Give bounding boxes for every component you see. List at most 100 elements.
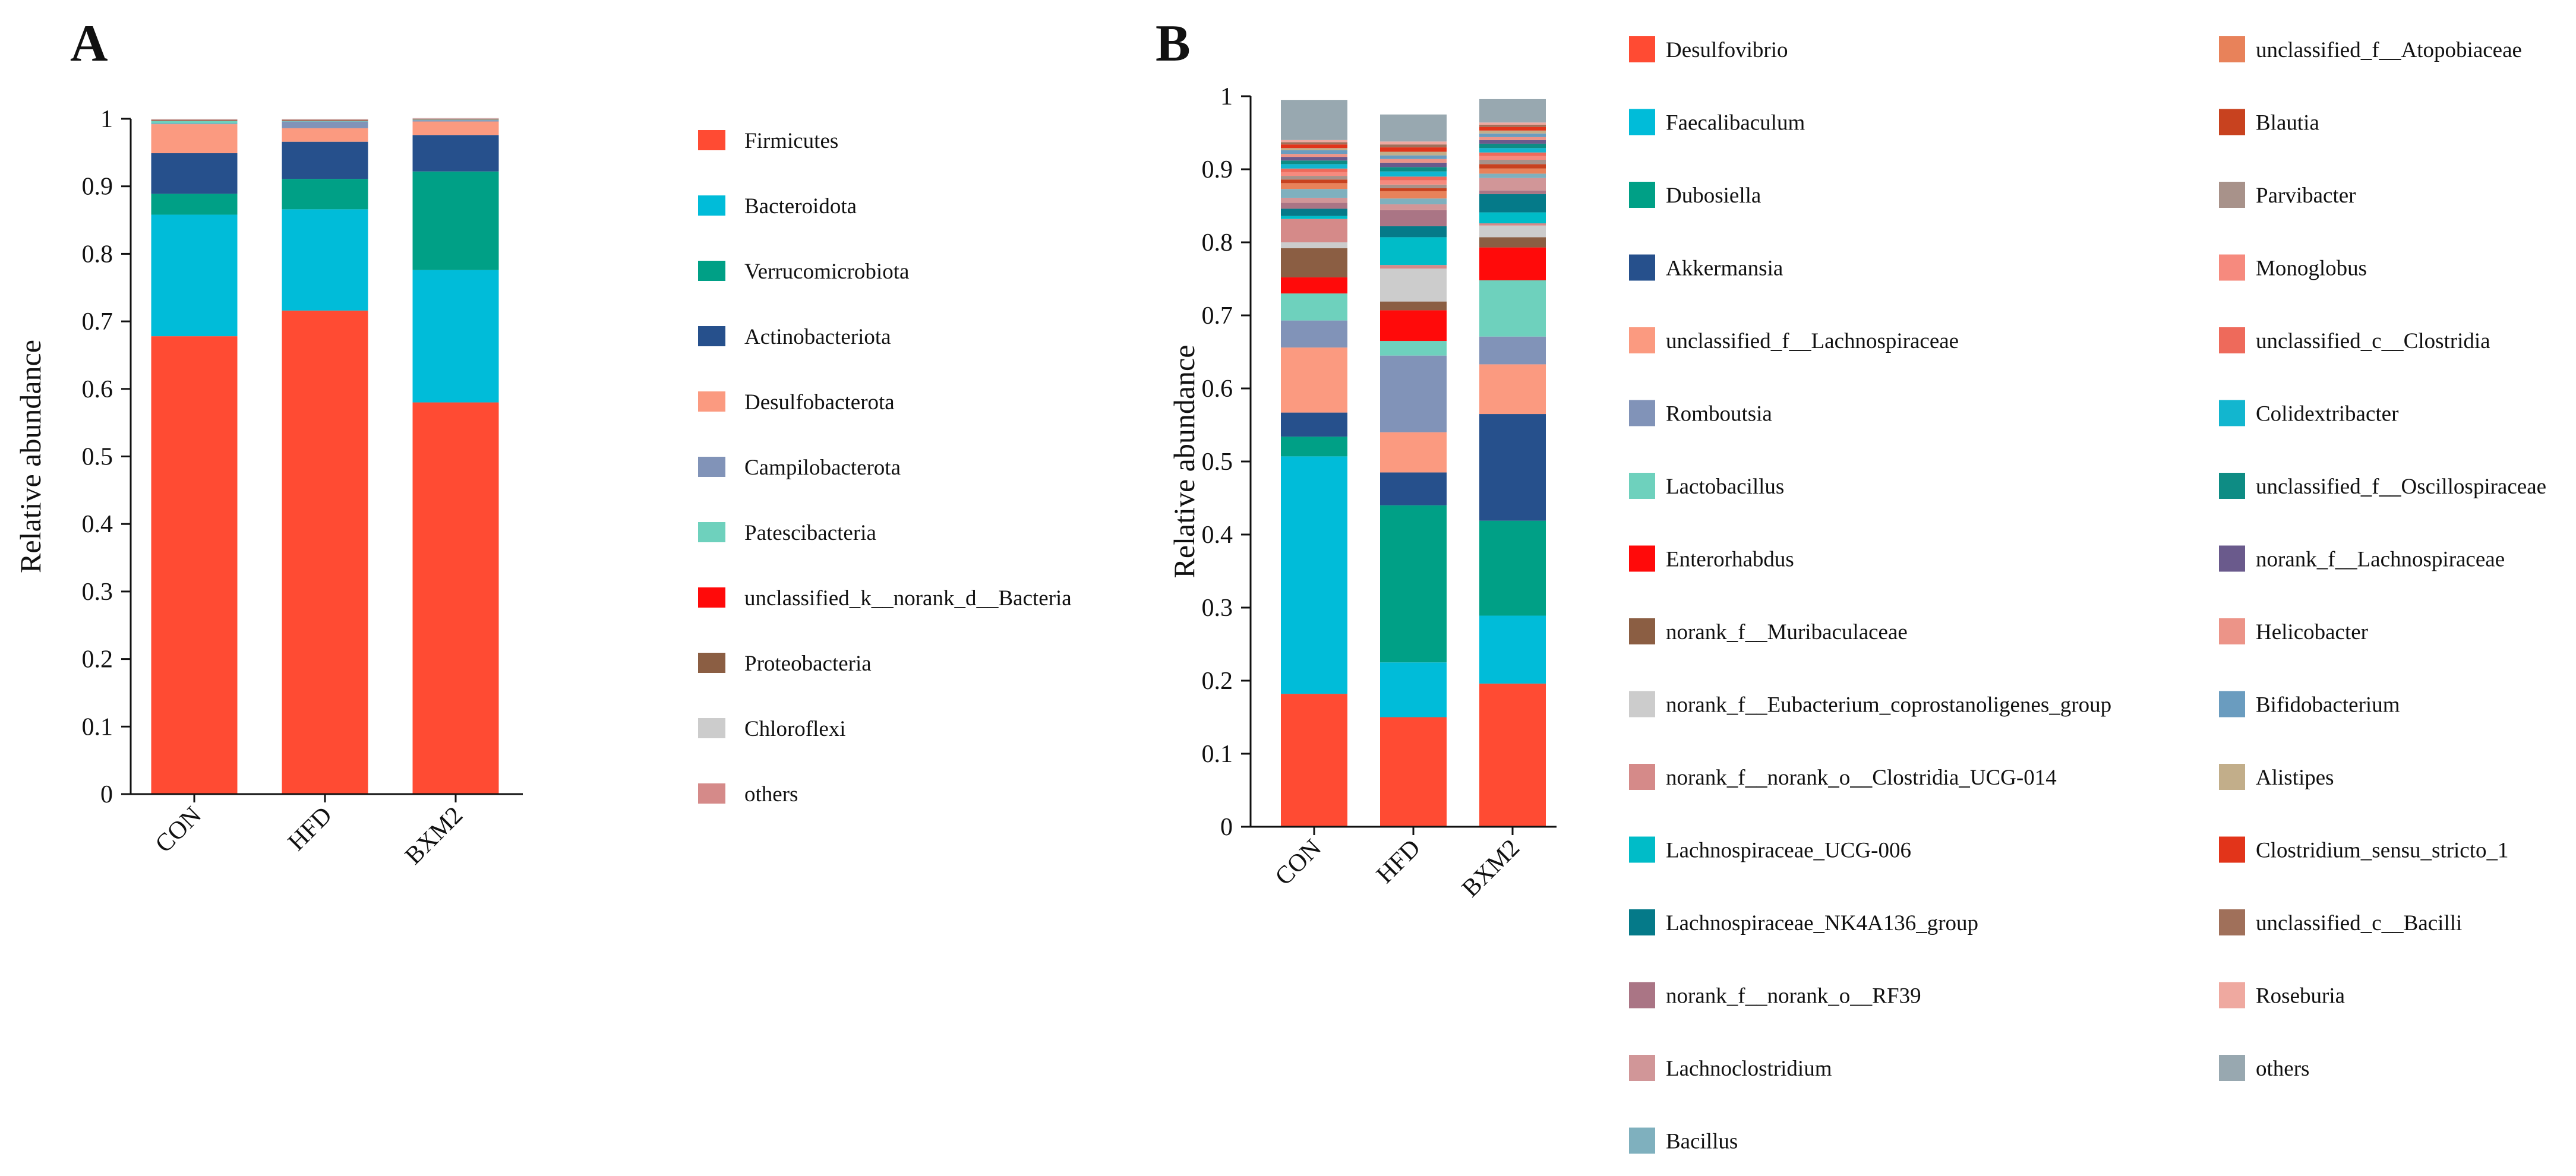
legend-swatch [1629, 545, 1655, 572]
legend-item-b-desulfovibrio: Desulfovibrio [1629, 36, 1788, 62]
category-label-b-bxm2: BXM2 [1457, 834, 1525, 903]
bar-a-hfd-chloroflexi [282, 119, 368, 120]
legend-label: Roseburia [2256, 984, 2345, 1009]
legend-swatch [1629, 691, 1655, 717]
bar-b-hfd-lactobacillus [1380, 341, 1447, 356]
bar-b-bxm2-unclassified-c-bacilli [1479, 124, 1546, 127]
y-tick-label-b: 0.6 [1202, 375, 1233, 403]
legend-label: Firmicutes [744, 129, 838, 153]
bar-b-hfd-dubosiella [1380, 505, 1447, 663]
legend-item-b-lachnospiraceae-ucg-006: Lachnospiraceae_UCG-006 [1629, 836, 1911, 863]
legend-item-b-bacillus: Bacillus [1629, 1127, 1738, 1154]
legend-swatch [1629, 327, 1655, 353]
y-tick-label-a: 0.9 [82, 173, 113, 201]
legend-swatch [698, 130, 725, 150]
legend-label: unclassified_c__Bacilli [2256, 911, 2462, 935]
legend-item-b-akkermansia: Akkermansia [1629, 254, 1783, 281]
bar-b-con-lachnoclostridium [1281, 197, 1347, 203]
legend-swatch [2219, 182, 2245, 208]
bar-a-bxm2-bacteroidota [412, 270, 499, 403]
bar-a-bxm2-desulfobacterota [412, 121, 499, 135]
legend-item-b-lactobacillus: Lactobacillus [1629, 473, 1784, 499]
bar-b-con-unclassified-c-bacilli [1281, 142, 1347, 145]
legend-label: Actinobacteriota [744, 325, 891, 349]
legend-label: Chloroflexi [744, 717, 846, 741]
legend-swatch [698, 783, 725, 804]
y-tick-label-a: 0.3 [82, 578, 113, 606]
bar-a-con-proteobacteria [151, 119, 238, 121]
bar-b-hfd-romboutsia [1380, 355, 1447, 432]
legend-label: Lachnospiraceae_UCG-006 [1666, 839, 1911, 863]
legend-label: Dubosiella [1666, 184, 1761, 208]
legend-label: Romboutsia [1666, 402, 1772, 426]
bar-b-bxm2-norank-f-norank-o-clostridia-ucg-014 [1479, 223, 1546, 226]
legend-swatch [1629, 1127, 1655, 1154]
legend-label: Faecalibaculum [1666, 111, 1805, 135]
bar-b-con-unclassified-f-atopobiaceae [1281, 183, 1347, 189]
category-label-a-hfd: HFD [283, 802, 337, 856]
legend-item-a-chloroflexi: Chloroflexi [698, 717, 846, 741]
legend-label: Lachnospiraceae_NK4A136_group [1666, 911, 1978, 935]
bar-b-hfd-faecalibaculum [1380, 662, 1447, 717]
bar-b-con-dubosiella [1281, 437, 1347, 457]
bar-b-con-bacillus [1281, 189, 1347, 198]
legend-item-b-romboutsia: Romboutsia [1629, 400, 1772, 426]
bar-a-con-chloroflexi [151, 119, 238, 120]
bar-b-bxm2-colidextribacter [1479, 148, 1546, 153]
bar-a-hfd-proteobacteria [282, 119, 368, 121]
legend-label: Campilobacterota [744, 456, 901, 480]
bar-b-bxm2-lachnospiraceae-nk4a136-group [1479, 194, 1546, 213]
legend-swatch [2219, 400, 2245, 426]
bar-a-con-bacteroidota [151, 214, 238, 337]
bar-a-con-actinobacteriota [151, 153, 238, 194]
bar-b-con-unclassified-f-lachnospiraceae [1281, 347, 1347, 413]
bar-a-hfd-bacteroidota [282, 209, 368, 311]
bar-b-hfd-bifidobacterium [1380, 155, 1447, 159]
y-tick-label-a: 0.2 [82, 646, 113, 674]
bar-b-con-lachnospiraceae-ucg-006 [1281, 216, 1347, 219]
bar-b-con-norank-f-norank-o-rf39 [1281, 203, 1347, 209]
y-tick-label-a: 0.7 [82, 308, 113, 336]
bar-b-bxm2-norank-f-eubacterium-coprostanoligenes-group [1479, 225, 1546, 238]
legend-label: unclassified_c__Clostridia [2256, 329, 2490, 353]
bar-b-hfd-helicobacter [1380, 159, 1447, 163]
legend-item-b-bifidobacterium: Bifidobacterium [2219, 691, 2400, 717]
bar-a-hfd-verrucomicrobiota [282, 179, 368, 210]
legend-label: Akkermansia [1666, 257, 1783, 281]
legend-swatch [698, 391, 725, 412]
legend-swatch [2219, 836, 2245, 863]
bar-b-con-others [1281, 100, 1347, 140]
bar-b-bxm2-bifidobacterium [1479, 133, 1546, 137]
y-tick-label-b: 0.8 [1202, 229, 1233, 257]
bar-a-con-verrucomicrobiota [151, 194, 238, 215]
bar-b-con-lachnospiraceae-nk4a136-group [1281, 208, 1347, 216]
bar-b-bxm2-norank-f-muribaculaceae [1479, 237, 1546, 248]
legend-swatch [698, 522, 725, 542]
bar-b-hfd-norank-f-eubacterium-coprostanoligenes-group [1380, 268, 1447, 302]
legend-label: others [2256, 1057, 2309, 1081]
bar-b-hfd-lachnospiraceae-ucg-006 [1380, 237, 1447, 265]
bar-b-hfd-bacillus [1380, 198, 1447, 205]
bar-a-hfd-campilobacterota [282, 121, 368, 128]
bar-a-con-desulfobacterota [151, 124, 238, 153]
legend-label: Desulfovibrio [1666, 38, 1788, 62]
legend-label: unclassified_f__Atopobiaceae [2256, 38, 2522, 62]
legend-item-b-norank-f-muribaculaceae: norank_f__Muribaculaceae [1629, 618, 1908, 644]
bar-a-hfd-firmicutes [282, 310, 368, 794]
category-label-a-con: CON [150, 802, 207, 858]
bar-b-con-bifidobacterium [1281, 150, 1347, 154]
bar-b-hfd-lachnoclostridium [1380, 204, 1447, 210]
bar-b-hfd-unclassified-f-atopobiaceae [1380, 191, 1447, 199]
legend-item-b-norank-f-lachnospiraceae: norank_f__Lachnospiraceae [2219, 545, 2505, 572]
legend-swatch [2219, 36, 2245, 62]
legend-item-b-colidextribacter: Colidextribacter [2219, 400, 2398, 426]
legend-swatch [2219, 764, 2245, 790]
legend-swatch [1629, 1055, 1655, 1081]
legend-swatch [1629, 473, 1655, 499]
legend-item-b-unclassified-c-bacilli: unclassified_c__Bacilli [2219, 909, 2462, 935]
bar-b-hfd-colidextribacter [1380, 171, 1447, 177]
y-tick-label-a: 0.8 [82, 241, 113, 268]
bar-b-con-norank-f-muribaculaceae [1281, 248, 1347, 278]
bar-b-hfd-norank-f-muribaculaceae [1380, 301, 1447, 311]
panel-letter-a: A [70, 15, 108, 72]
